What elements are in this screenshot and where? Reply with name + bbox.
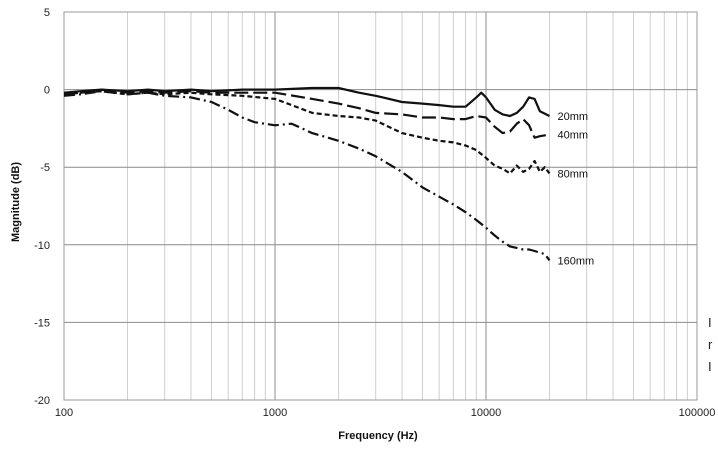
series-line-80mm	[63, 90, 551, 175]
y-tick-label: -10	[34, 240, 50, 252]
series-line-40mm	[63, 88, 550, 139]
y-tick-label: 5	[44, 7, 50, 19]
series-label: 20mm	[558, 111, 589, 123]
x-tick-label: 10000	[471, 407, 502, 419]
series-layer	[63, 86, 551, 261]
y-tick-label: -5	[40, 162, 50, 174]
series-line-160mm	[63, 90, 551, 261]
truncated-side-text: I r I	[708, 312, 712, 378]
y-axis-title: Magnitude (dB)	[10, 162, 22, 242]
y-tick-label: -20	[34, 395, 50, 407]
x-tick-labels: 100 1000 10000 100000	[55, 407, 716, 419]
x-tick-label: 100	[55, 407, 73, 419]
series-labels: 20mm 40mm 80mm 160mm	[558, 111, 595, 267]
plot-area-border	[63, 11, 698, 401]
y-tick-label: 0	[44, 85, 50, 97]
x-tick-label: 1000	[263, 407, 287, 419]
y-tick-labels: 5 0 -5 -10 -15 -20	[34, 7, 50, 407]
minor-grid	[127, 12, 688, 400]
major-grid	[64, 12, 697, 400]
series-label: 40mm	[558, 130, 589, 142]
truncated-text-line: r	[708, 337, 713, 352]
x-tick-label: 100000	[679, 407, 716, 419]
series-line-20mm	[63, 86, 550, 118]
y-tick-label: -15	[34, 317, 50, 329]
truncated-text-line: I	[708, 315, 712, 330]
series-label: 80mm	[558, 168, 589, 180]
truncated-text-line: I	[708, 359, 712, 374]
series-label: 160mm	[558, 255, 595, 267]
x-axis-title: Frequency (Hz)	[338, 430, 418, 442]
